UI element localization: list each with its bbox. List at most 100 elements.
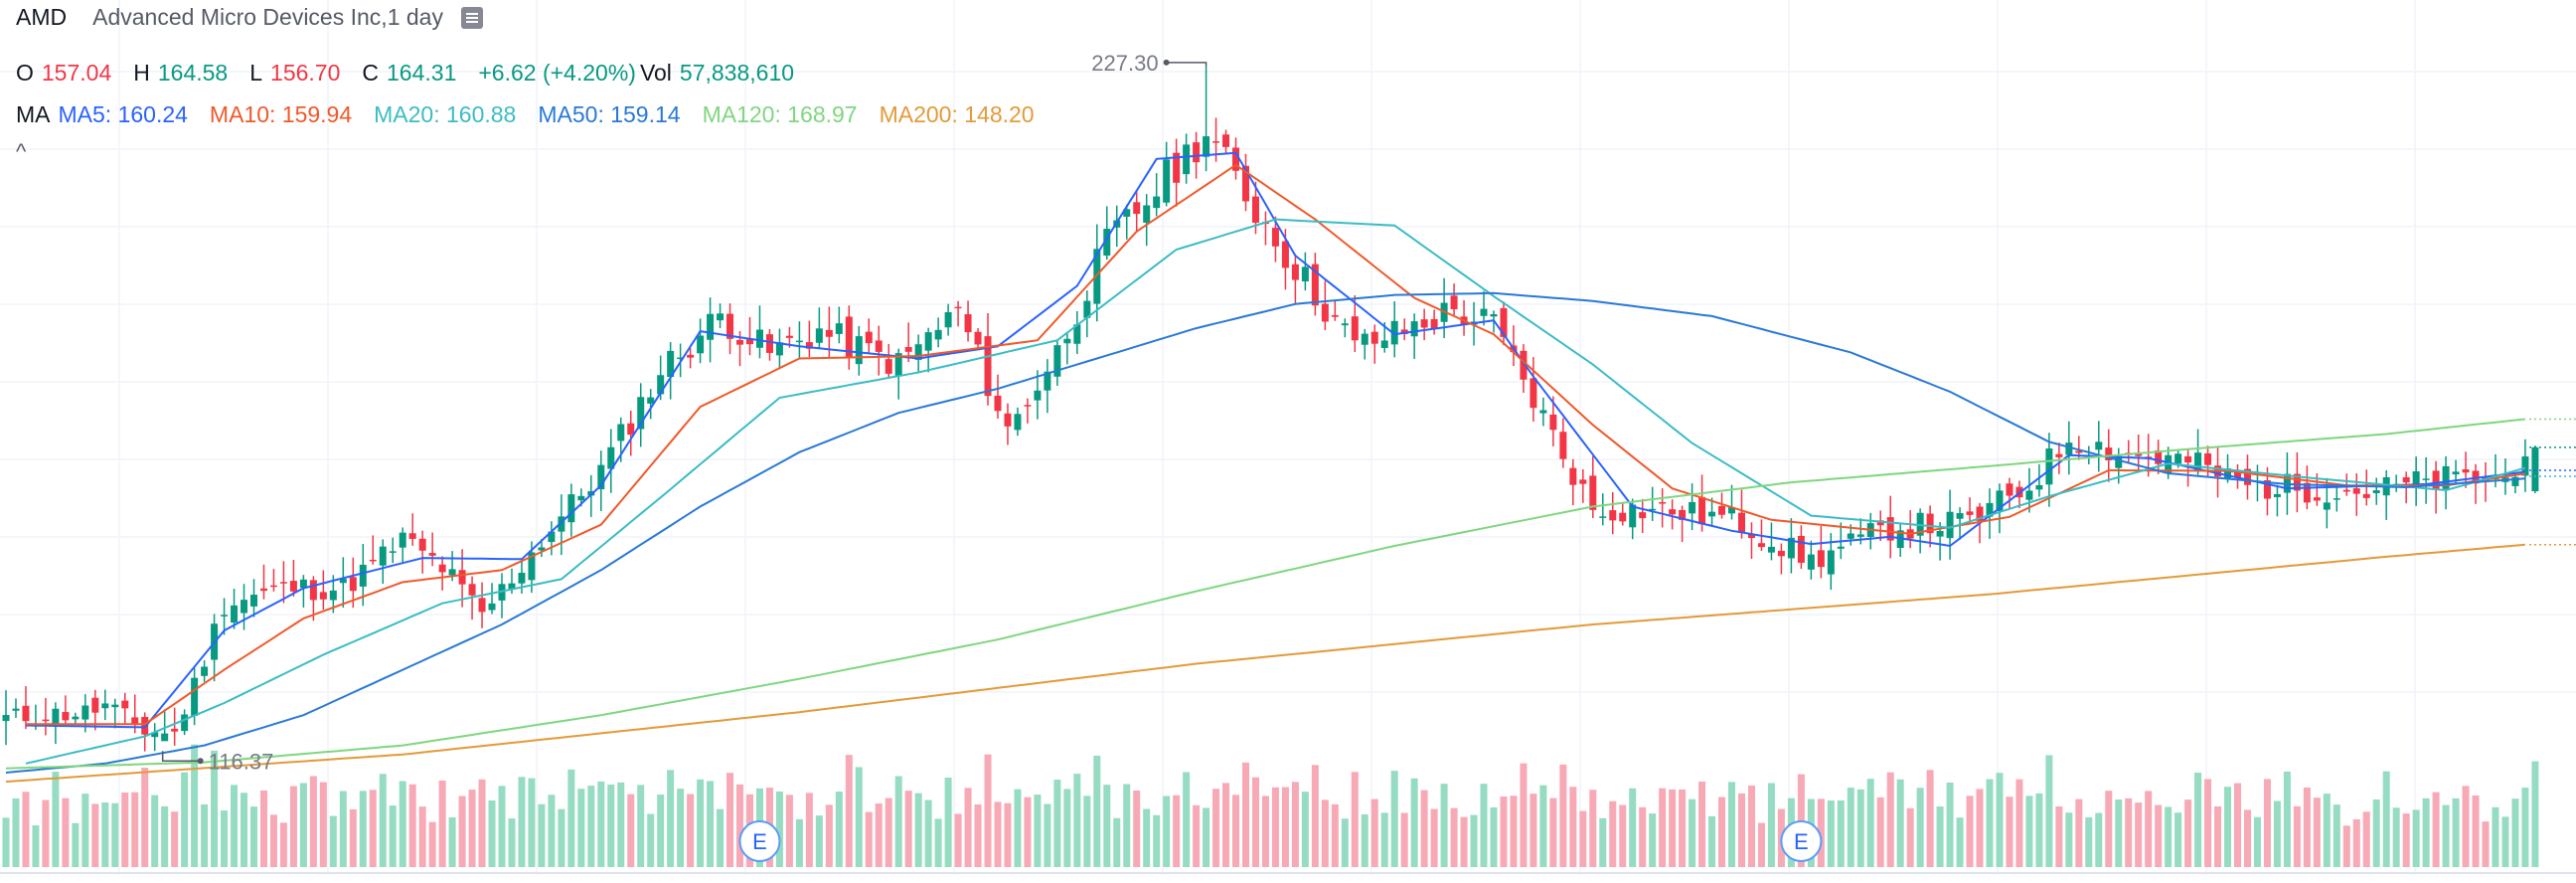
volume-bar <box>518 777 526 867</box>
volume-bar <box>607 784 615 867</box>
candle-body <box>1679 509 1687 520</box>
volume-bar <box>1659 788 1667 867</box>
volume-bar <box>1490 806 1498 867</box>
volume-bar <box>171 811 179 867</box>
candle-body <box>815 328 823 343</box>
volume-bar <box>81 794 89 867</box>
candle-body <box>657 375 665 395</box>
candle-body <box>637 397 645 430</box>
volume-bar <box>726 773 734 867</box>
candle-body <box>2155 449 2163 464</box>
candle-body <box>736 339 744 345</box>
chart-header: AMD Advanced Micro Devices Inc,1 day <box>16 4 487 31</box>
volume-bar <box>2293 805 2301 867</box>
volume-bar <box>1281 787 1289 867</box>
candle-body <box>2452 471 2460 475</box>
volume-bar <box>329 815 337 867</box>
candle-body <box>1689 501 1696 514</box>
volume-bar <box>1679 789 1687 867</box>
candle-body <box>1926 513 1934 534</box>
volume-bar <box>1410 778 1418 867</box>
volume-bar <box>2462 786 2470 867</box>
volume-bar <box>1480 784 1488 867</box>
candle-body <box>974 331 982 345</box>
volume-bar <box>2323 794 2331 867</box>
volume-bar <box>1301 792 1309 867</box>
candle-body <box>2105 447 2113 460</box>
volume-bar <box>1530 794 1537 867</box>
open-value: 157.04 <box>41 60 112 86</box>
close-label: C <box>362 60 380 86</box>
candle-body <box>438 564 446 573</box>
candle-body <box>1034 390 1042 401</box>
volume-bar <box>1916 788 1924 867</box>
volume-bar <box>2243 809 2251 867</box>
candle-body <box>1163 159 1171 203</box>
candle-body <box>765 334 773 353</box>
candle-body <box>2095 442 2103 450</box>
volume-bar <box>91 803 99 867</box>
candle-body <box>1004 413 1012 427</box>
candle-body <box>1450 295 1458 310</box>
volume-bar <box>1569 787 1577 867</box>
volume-bar <box>2283 771 2291 867</box>
candle-body <box>755 329 763 348</box>
candle-body <box>1044 371 1051 391</box>
symbol-label[interactable]: AMD <box>16 4 68 30</box>
candle-body <box>329 590 337 601</box>
candle-body <box>1083 300 1091 318</box>
candle-body <box>2035 484 2043 490</box>
candle-body <box>2204 452 2212 465</box>
candle-body <box>1281 241 1289 268</box>
candle-body <box>845 316 853 358</box>
volume-bar <box>231 785 239 867</box>
candle-body <box>1539 410 1547 414</box>
candle-body <box>448 569 456 576</box>
candle-body <box>1053 345 1061 377</box>
collapse-legend-button[interactable]: ^ <box>16 139 27 164</box>
candle-body <box>1063 338 1071 344</box>
volume-bar <box>2085 816 2093 867</box>
candle-body <box>1738 512 1745 533</box>
volume-bar <box>1044 803 1051 867</box>
candle-body <box>2402 476 2410 483</box>
ohlc-legend: O 157.04 H 164.58 L 156.70 C 164.31 +6.6… <box>16 60 798 87</box>
volume-bar <box>984 754 992 867</box>
volume-bar <box>2412 809 2420 867</box>
candle-body <box>2432 470 2440 489</box>
volume-bar <box>1093 755 1101 867</box>
candle-body <box>2442 465 2450 489</box>
volume-bar <box>1747 786 1755 867</box>
volume-bar <box>1996 773 2004 867</box>
volume-bar <box>2145 791 2153 867</box>
volume-bar <box>1004 802 1012 867</box>
candle-body <box>1193 142 1201 163</box>
volume-bar <box>677 789 685 867</box>
candle-body <box>1986 502 1994 517</box>
candle-body <box>359 564 367 587</box>
volume-bar <box>795 818 803 867</box>
candle-body <box>1579 479 1587 484</box>
high-label: H <box>133 60 150 86</box>
candle-body <box>1203 136 1210 157</box>
volume-bar <box>914 793 922 867</box>
candle-body <box>181 714 189 732</box>
volume-bar <box>468 790 476 867</box>
high-marker-label: 227.30 <box>1091 51 1158 76</box>
candle-body <box>1599 516 1607 518</box>
volume-bar <box>1073 774 1081 867</box>
candle-body <box>924 332 932 351</box>
volume-bar <box>1203 807 1210 867</box>
candle-body <box>984 336 992 397</box>
ma-legend[interactable]: MA MA5: 160.24 MA10: 159.94 MA20: 160.88… <box>16 101 1039 128</box>
volume-bar <box>1599 817 1607 867</box>
candle-body <box>1133 202 1141 215</box>
candle-body <box>528 552 536 581</box>
candle-body <box>121 700 129 709</box>
volume-bar <box>2501 816 2509 867</box>
candle-body <box>1639 512 1647 519</box>
volume-bar <box>1609 800 1617 867</box>
list-icon[interactable] <box>460 6 483 29</box>
volume-bar <box>2313 797 2321 867</box>
